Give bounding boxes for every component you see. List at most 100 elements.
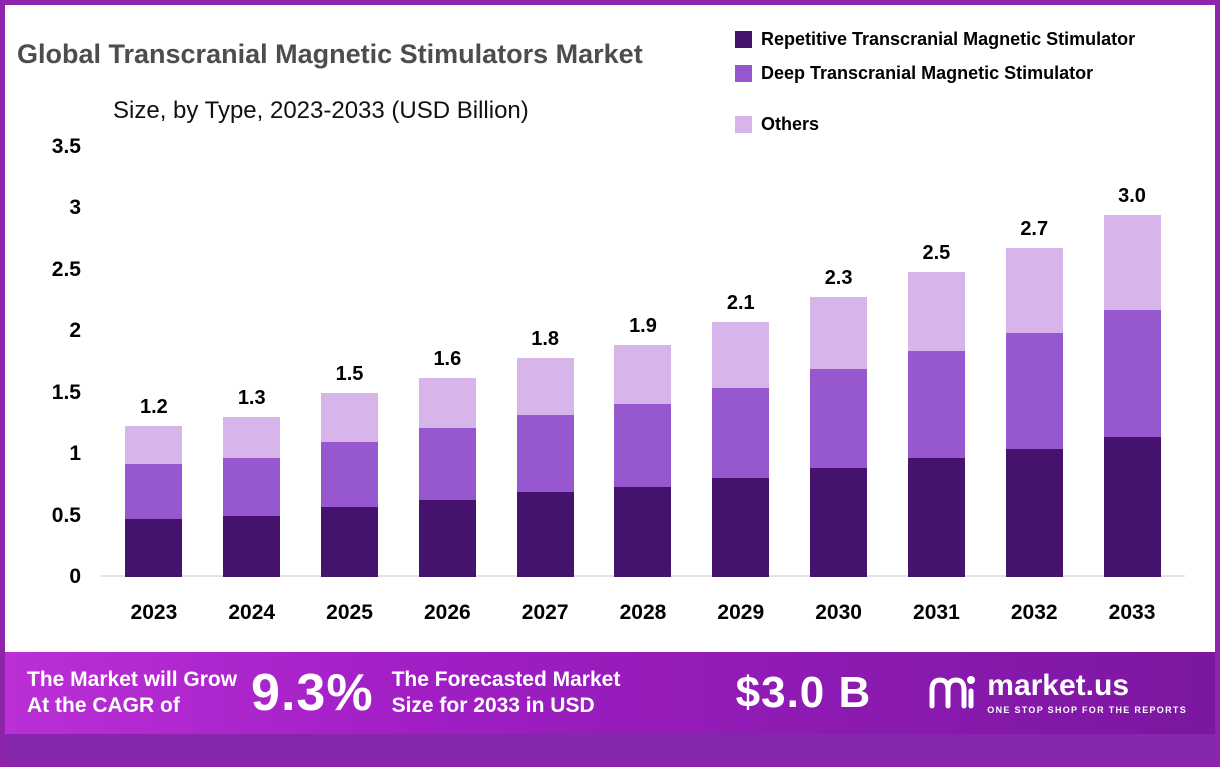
- bar-segment-others: [321, 392, 379, 442]
- x-axis-label: 2023: [130, 601, 178, 624]
- brand-tagline: ONE STOP SHOP FOR THE REPORTS: [987, 705, 1187, 715]
- bar-stack: [321, 392, 379, 577]
- bar-group: 2.3: [790, 147, 888, 577]
- x-axis-label: 2032: [1010, 601, 1058, 624]
- bar-total-label: 2.1: [726, 291, 755, 314]
- bar-stack: [907, 272, 965, 577]
- bar-segment-others: [516, 358, 574, 415]
- bar-total-label: 2.3: [824, 266, 853, 289]
- bar-total-label: 1.6: [433, 348, 462, 370]
- bar-total-label: 1.2: [140, 395, 168, 418]
- chart-area: Global Transcranial Magnetic Stimulators…: [5, 5, 1215, 652]
- legend-label: Deep Transcranial Magnetic Stimulator: [761, 63, 1094, 84]
- bar-segment-repetitive: [712, 477, 770, 577]
- bar-group: 2.5: [888, 147, 986, 577]
- x-axis-label: 2026: [423, 601, 471, 624]
- bar-stack: [614, 344, 672, 577]
- bar-total-label: 1.5: [335, 362, 364, 385]
- bar-stack: [125, 425, 183, 577]
- x-axis-label: 2029: [717, 601, 765, 624]
- bar-segment-repetitive: [614, 487, 672, 577]
- bar-segment-deep: [1103, 310, 1161, 437]
- cagr-value: 9.3%: [251, 664, 374, 722]
- bar-segment-others: [223, 417, 281, 458]
- marketus-logo-icon: [925, 671, 977, 716]
- bar-segment-repetitive: [1103, 436, 1161, 577]
- bar-total-label: 1.8: [531, 328, 560, 351]
- bar-segment-repetitive: [516, 492, 574, 577]
- legend-item-others: Others: [735, 112, 1187, 136]
- bar-segment-others: [1005, 247, 1063, 333]
- legend-swatch-others: [735, 115, 752, 133]
- y-axis-tick: 1.5: [51, 380, 81, 404]
- bar-group: 3.0: [1083, 147, 1181, 577]
- bar-total-label: 2.5: [922, 242, 951, 265]
- bar-segment-repetitive: [418, 499, 476, 577]
- bar-segment-deep: [516, 414, 574, 493]
- bar-segment-deep: [321, 441, 379, 507]
- bar-segment-others: [125, 425, 183, 464]
- brand-text: market.us ONE STOP SHOP FOR THE REPORTS: [987, 669, 1187, 716]
- bar-segment-deep: [907, 350, 965, 458]
- cagr-label: The Market will Grow At the CAGR of: [27, 667, 238, 717]
- bar-segment-others: [712, 321, 770, 388]
- bar-segment-deep: [810, 369, 868, 468]
- legend-label: Repetitive Transcranial Magnetic Stimula…: [761, 29, 1136, 49]
- brand-name: market.us: [987, 669, 1130, 702]
- bar-total-label: 1.9: [629, 314, 657, 337]
- x-axis: 2023 2024 2025 2026 2027 2028 2029 2030 2031 2032…: [101, 601, 1185, 625]
- bar-group: 1.2: [105, 147, 203, 577]
- y-axis-tick: 0: [69, 565, 81, 588]
- x-axis-label: 2025: [326, 601, 373, 624]
- bar-stack: [1005, 247, 1063, 577]
- bar-group: 1.9: [594, 147, 692, 577]
- bar-stack: [810, 296, 868, 577]
- bar-segment-others: [614, 344, 672, 404]
- bar-segment-deep: [1005, 332, 1063, 450]
- legend-item-repetitive: Repetitive Transcranial Magnetic Stimula…: [735, 27, 1187, 51]
- bar-stack: [418, 378, 476, 577]
- x-axis-label: 2028: [619, 601, 667, 624]
- bar-segment-repetitive: [125, 519, 183, 577]
- bar-segment-deep: [125, 463, 183, 520]
- legend-label: Others: [761, 113, 820, 134]
- x-axis-label: 2031: [913, 601, 960, 624]
- bar-group: 1.3: [203, 147, 301, 577]
- x-axis-label: 2033: [1108, 601, 1156, 624]
- y-axis-tick: 2.5: [51, 257, 81, 281]
- forecast-label: The Forecasted Market Size for 2033 in U…: [391, 667, 621, 717]
- bar-segment-repetitive: [1005, 449, 1063, 577]
- bar-stack: [223, 417, 281, 577]
- bar-group: 1.8: [496, 147, 594, 577]
- bar-segment-repetitive: [810, 467, 868, 577]
- bar-segment-repetitive: [321, 506, 379, 577]
- bar-group: 2.7: [985, 147, 1083, 577]
- bar-total-label: 1.3: [237, 387, 266, 410]
- bar-total-label: 2.7: [1020, 217, 1049, 240]
- bar-stack: [516, 358, 574, 577]
- forecast-value: $3.0 B: [735, 668, 872, 717]
- legend-item-deep: Deep Transcranial Magnetic Stimulator: [735, 61, 1187, 85]
- legend-swatch-deep: [735, 65, 752, 83]
- y-axis: 3.5 3 2.5 2 1.5 1 0.5 0: [15, 135, 93, 588]
- y-axis-tick: 1: [69, 442, 81, 466]
- bar-segment-others: [810, 296, 868, 370]
- x-axis-label: 2027: [521, 601, 569, 624]
- legend-swatch-repetitive: [735, 31, 752, 48]
- bar-group: 1.5: [301, 147, 399, 577]
- x-axis-label: 2030: [815, 601, 862, 624]
- bar-segment-deep: [614, 403, 672, 488]
- bar-segment-others: [1103, 214, 1161, 311]
- y-axis-tick: 0.5: [51, 503, 81, 527]
- bar-stack: [1103, 214, 1161, 577]
- bar-segment-others: [418, 378, 476, 429]
- bar-segment-repetitive: [223, 515, 281, 577]
- bar-segment-deep: [418, 428, 476, 500]
- legend: Repetitive Transcranial Magnetic Stimula…: [735, 27, 1187, 146]
- footer-banner: The Market will Grow At the CAGR of 9.3%…: [5, 652, 1215, 734]
- bar-segment-deep: [712, 387, 770, 478]
- bars-container: 1.2 1.3 1.5 1.6 1.8 1.9 2.1 2.3 2.5 2.7 3.0: [101, 147, 1185, 577]
- bar-segment-repetitive: [907, 457, 965, 577]
- chart-title: Global Transcranial Magnetic Stimulators…: [17, 39, 643, 69]
